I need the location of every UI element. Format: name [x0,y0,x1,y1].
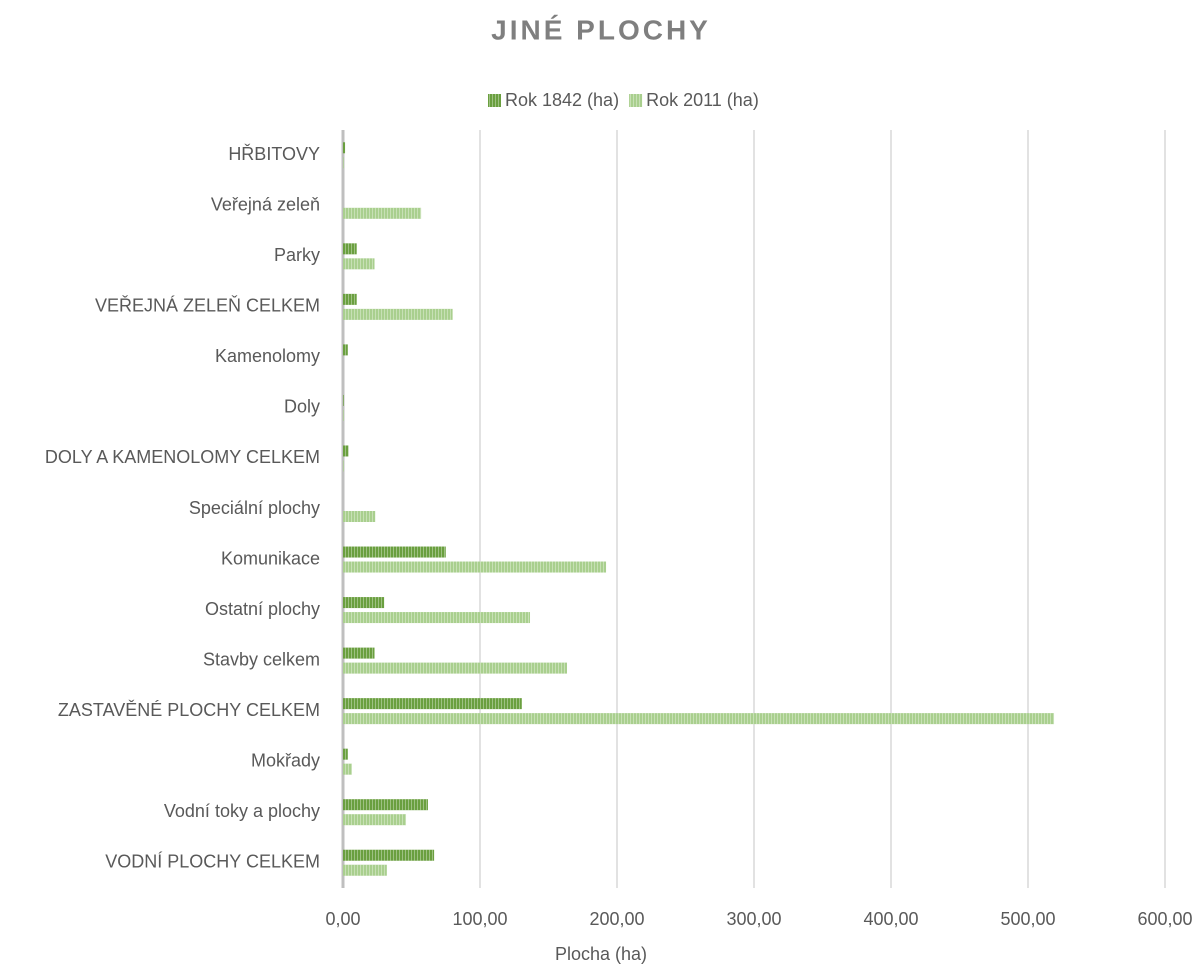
bar-stripe [343,207,422,219]
legend-label: Rok 1842 (ha) [505,90,619,110]
bar-stripe [343,344,348,356]
bar-stripe [343,460,344,472]
y-tick-label: Veřejná zeleň [211,195,320,215]
bar-stripe [343,445,349,457]
bar-stripe [343,258,375,270]
legend-swatch-stripe [629,94,643,107]
y-tick-label: VEŘEJNÁ ZELEŇ CELKEM [95,296,320,316]
bar-stripe [343,561,607,573]
y-tick-label: Ostatní plochy [205,599,320,619]
y-tick-label: Parky [274,245,320,265]
chart-title: JINÉ PLOCHY [491,14,711,45]
y-tick-label: DOLY A KAMENOLOMY CELKEM [45,447,320,467]
bar-stripe [343,511,376,522]
bar-stripe [343,662,567,674]
y-tick-label: Mokřady [251,750,320,770]
bar-stripe [343,409,344,421]
bar-stripe [343,647,375,659]
bar-stripe [343,713,1055,725]
bar-stripe [343,157,344,169]
legend-label: Rok 2011 (ha) [646,90,759,110]
bar-stripe [343,546,446,558]
bar-stripe [343,394,344,406]
bar-stripe [343,293,357,305]
y-tick-label: Stavby celkem [203,649,320,669]
x-tick-label: 200,00 [589,909,644,929]
x-tick-label: 100,00 [452,909,507,929]
x-tick-label: 400,00 [863,909,918,929]
bar-stripe [343,748,348,760]
bar-stripe [343,612,531,624]
x-tick-label: 0,00 [325,909,360,929]
x-tick-label: 300,00 [726,909,781,929]
bar-stripe [343,864,387,876]
y-tick-label: Kamenolomy [215,346,320,366]
y-tick-label: Vodní toky a plochy [164,801,320,821]
y-tick-label: Komunikace [221,548,320,568]
y-tick-label: Doly [284,397,320,417]
bar-stripe [343,763,352,775]
x-tick-label: 500,00 [1000,909,1055,929]
bar-stripe [343,814,407,826]
bar-stripe [343,243,357,255]
y-tick-label: Speciální plochy [189,498,320,518]
y-tick-label: ZASTAVĚNÉ PLOCHY CELKEM [58,700,320,720]
x-axis-label: Plocha (ha) [555,944,647,964]
x-tick-label: 600,00 [1137,909,1192,929]
bar-stripe [343,799,428,811]
y-tick-label: VODNÍ PLOCHY CELKEM [105,851,320,871]
bar-stripe [343,698,522,710]
bar-stripe [343,849,435,861]
bar-stripe [343,597,385,609]
bar-stripe [343,142,346,154]
legend-swatch-stripe [488,94,501,107]
y-tick-label: HŘBITOVY [228,144,320,164]
bar-stripe [343,308,453,320]
